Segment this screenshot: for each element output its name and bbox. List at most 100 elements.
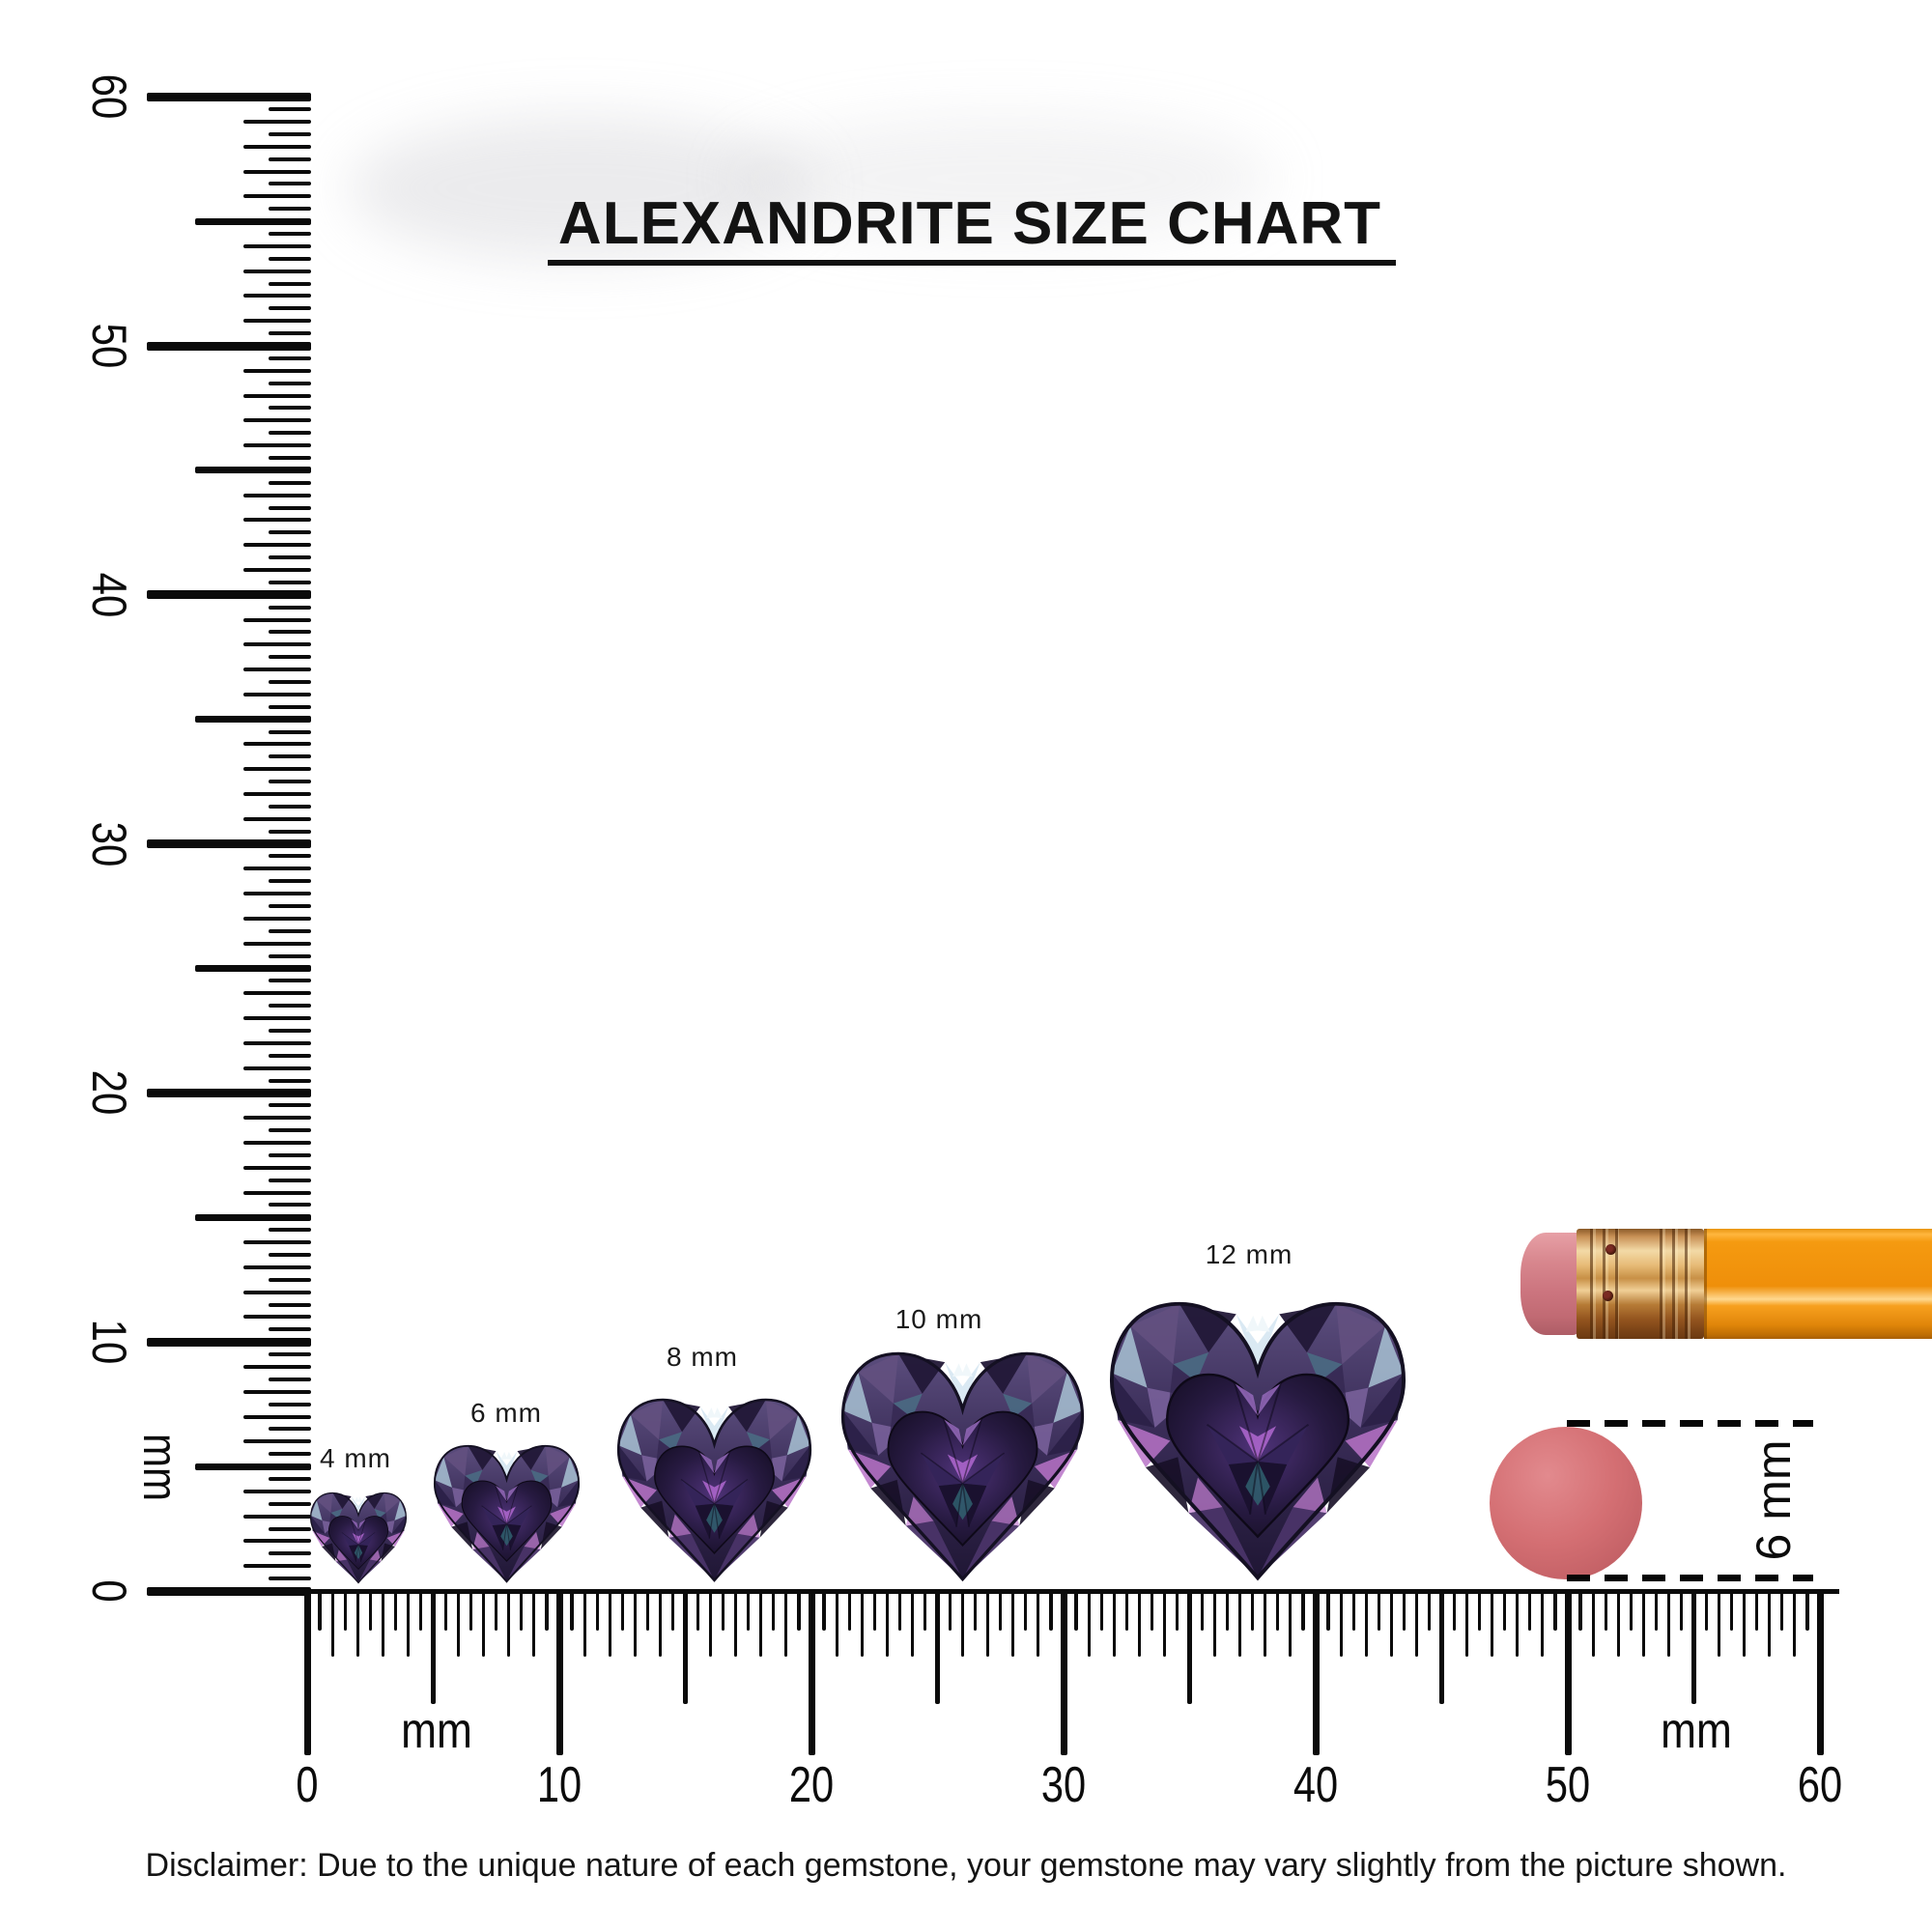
vertical-ruler-tick <box>147 839 311 849</box>
horizontal-ruler-tick <box>1276 1589 1280 1631</box>
horizontal-ruler-tick <box>961 1589 965 1657</box>
vertical-ruler-tick <box>269 306 311 311</box>
gem-4mm <box>308 1489 409 1585</box>
horizontal-ruler-tick <box>1301 1589 1305 1631</box>
horizontal-ruler-tick <box>431 1589 436 1704</box>
horizontal-ruler-tick <box>608 1589 611 1657</box>
vertical-ruler-tick <box>269 156 311 161</box>
pencil <box>1517 1229 1932 1339</box>
vertical-ruler-tick <box>243 418 311 423</box>
vertical-ruler-tick <box>269 107 311 112</box>
vertical-ruler-tick <box>269 780 311 784</box>
horizontal-ruler-tick <box>1755 1589 1759 1631</box>
horizontal-ruler-number: 20 <box>788 1757 835 1813</box>
vertical-ruler-tick <box>269 1402 311 1406</box>
vertical-ruler-number: 0 <box>82 1579 136 1603</box>
vertical-ruler-tick <box>269 1252 311 1257</box>
vertical-ruler-tick <box>243 1240 311 1245</box>
vertical-ruler-tick <box>243 692 311 696</box>
dimension-dash-top <box>1567 1420 1813 1427</box>
vertical-ruler-tick <box>243 1539 311 1544</box>
gem-size-label: 10 mm <box>895 1304 983 1334</box>
vertical-ruler-tick <box>269 555 311 560</box>
vertical-ruler-tick <box>269 630 311 635</box>
horizontal-ruler-tick <box>1816 1589 1824 1755</box>
vertical-ruler-tick <box>147 341 311 351</box>
horizontal-ruler-tick <box>1351 1589 1355 1631</box>
vertical-ruler-tick <box>269 256 311 261</box>
vertical-ruler-tick <box>269 1228 311 1233</box>
vertical-ruler-tick <box>269 704 311 709</box>
vertical-ruler-tick <box>269 729 311 734</box>
vertical-ruler-tick <box>243 194 311 199</box>
horizontal-ruler-tick <box>658 1589 662 1657</box>
vertical-ruler-tick <box>269 879 311 884</box>
horizontal-ruler-tick <box>1780 1589 1784 1631</box>
vertical-ruler-tick <box>269 505 311 510</box>
horizontal-ruler-number: 50 <box>1545 1757 1591 1813</box>
vertical-ruler-tick <box>269 1476 311 1481</box>
vertical-ruler-tick <box>269 1004 311 1009</box>
vertical-ruler-number: 30 <box>82 821 136 867</box>
vertical-ruler-tick <box>243 144 311 149</box>
horizontal-ruler-number: 40 <box>1293 1757 1339 1813</box>
vertical-ruler-tick <box>269 1178 311 1182</box>
vertical-ruler-tick <box>243 1264 311 1269</box>
vertical-ruler-tick <box>243 294 311 298</box>
horizontal-ruler-tick <box>808 1589 815 1755</box>
horizontal-ruler-tick <box>835 1589 838 1657</box>
horizontal-ruler-tick <box>1465 1589 1469 1657</box>
horizontal-ruler-tick <box>683 1589 688 1704</box>
horizontal-ruler-tick <box>1312 1589 1320 1755</box>
horizontal-ruler-tick <box>1112 1589 1116 1657</box>
horizontal-ruler-tick <box>784 1589 788 1657</box>
vertical-ruler-tick <box>269 904 311 909</box>
vertical-ruler-tick <box>243 319 311 324</box>
horizontal-ruler-tick <box>330 1589 334 1657</box>
dimension-dash-bottom <box>1567 1575 1813 1581</box>
horizontal-ruler-tick <box>303 1589 311 1755</box>
pencil-ferrule <box>1577 1229 1704 1339</box>
horizontal-ruler-number: 10 <box>536 1757 582 1813</box>
vertical-ruler-tick <box>243 1165 311 1170</box>
vertical-ruler-number: 40 <box>82 572 136 618</box>
vertical-ruler-tick <box>269 1277 311 1282</box>
horizontal-ruler-tick <box>1187 1589 1192 1704</box>
horizontal-ruler-tick <box>722 1589 725 1631</box>
vertical-ruler-tick <box>243 243 311 248</box>
vertical-ruler-tick <box>269 456 311 460</box>
vertical-ruler-tick <box>243 518 311 523</box>
horizontal-ruler-tick <box>1060 1589 1067 1755</box>
vertical-ruler-tick <box>243 742 311 747</box>
vertical-ruler-tick <box>269 1427 311 1432</box>
horizontal-ruler-tick <box>860 1589 864 1657</box>
horizontal-ruler-tick <box>1793 1589 1797 1657</box>
vertical-ruler-tick <box>269 1078 311 1083</box>
horizontal-ruler-tick <box>1011 1589 1015 1657</box>
horizontal-ruler-tick <box>1289 1589 1293 1657</box>
vertical-ruler-tick <box>243 867 311 871</box>
vertical-ruler-tick <box>269 804 311 809</box>
horizontal-ruler-tick <box>1491 1589 1494 1657</box>
vertical-ruler-tick <box>269 854 311 859</box>
vertical-ruler-tick <box>269 680 311 685</box>
eraser-disc <box>1490 1427 1642 1579</box>
vertical-ruler-tick <box>269 953 311 958</box>
vertical-ruler-tick <box>243 169 311 174</box>
horizontal-ruler-tick <box>822 1589 826 1631</box>
vertical-ruler-tick <box>195 217 311 225</box>
horizontal-ruler-tick <box>1641 1589 1645 1657</box>
horizontal-ruler-tick <box>1150 1589 1153 1631</box>
gem-size-label: 4 mm <box>320 1443 391 1473</box>
vertical-ruler-tick <box>269 1327 311 1332</box>
horizontal-ruler-tick <box>1654 1589 1658 1631</box>
horizontal-ruler-tick <box>872 1589 876 1631</box>
vertical-ruler-tick <box>269 355 311 360</box>
horizontal-ruler-tick <box>1768 1589 1772 1657</box>
horizontal-ruler-tick <box>1718 1589 1721 1657</box>
vertical-ruler-number: 10 <box>82 1319 136 1365</box>
horizontal-ruler-tick <box>1024 1589 1028 1631</box>
vertical-ruler-tick <box>269 331 311 336</box>
horizontal-ruler-tick <box>986 1589 990 1657</box>
ferrule-dot <box>1603 1291 1613 1301</box>
